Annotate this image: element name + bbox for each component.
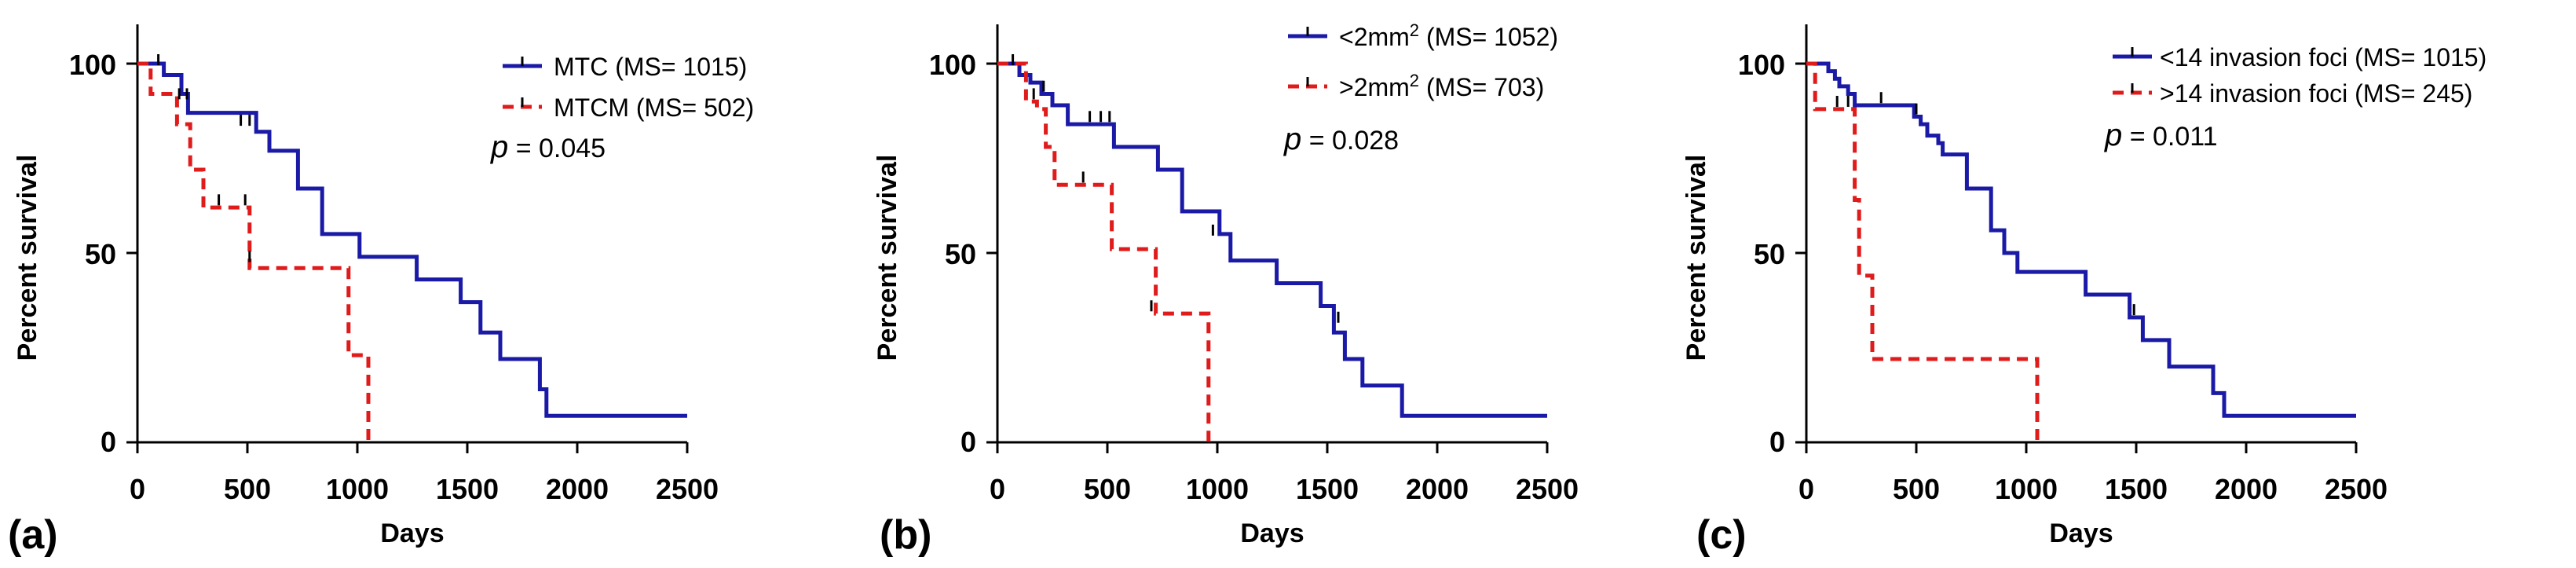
p-value: p = 0.045 xyxy=(490,130,606,164)
survival-curve-blue xyxy=(997,61,1547,418)
legend-entry: MTC (MS= 1015) xyxy=(554,53,747,81)
p-value: p = 0.011 xyxy=(2104,118,2218,152)
panel-c: Percent survival Days (c) 0 50 100 0 500… xyxy=(1681,24,2486,558)
x-tick-label: 1000 xyxy=(326,473,389,505)
legend-entry: <2mm2 (MS= 1052) xyxy=(1339,20,1558,51)
legend: MTC (MS= 1015) MTCM (MS= 502) xyxy=(503,53,754,122)
x-tick-label: 2500 xyxy=(1516,473,1579,505)
y-tick-label: 50 xyxy=(85,238,116,270)
x-axis-label: Days xyxy=(1240,519,1304,548)
x-tick-label: 1500 xyxy=(2105,473,2168,505)
legend-entry: >2mm2 (MS= 703) xyxy=(1339,71,1544,101)
x-tick-label: 1500 xyxy=(1296,473,1359,505)
survival-curve-red xyxy=(997,61,1211,442)
panel-label: (c) xyxy=(1696,512,1747,558)
y-tick-label: 100 xyxy=(69,49,116,81)
x-axis-label: Days xyxy=(380,519,444,548)
x-tick-label: 0 xyxy=(1798,473,1814,505)
survival-curve-blue xyxy=(1806,61,2356,418)
legend-entry: MTCM (MS= 502) xyxy=(554,93,754,122)
x-tick-label: 1000 xyxy=(1186,473,1249,505)
x-tick-label: 500 xyxy=(1084,473,1131,505)
survival-curve-red xyxy=(1806,61,2040,442)
legend-entry: <14 invasion foci (MS= 1015) xyxy=(2160,43,2486,71)
x-tick-label: 500 xyxy=(1893,473,1940,505)
panel-label: (a) xyxy=(8,512,58,558)
y-tick-label: 100 xyxy=(1738,49,1785,81)
y-tick-label: 100 xyxy=(929,49,976,81)
x-tick-label: 2500 xyxy=(656,473,719,505)
survival-curve-red xyxy=(137,61,371,442)
panel-a: Percent survival Days (a) 0 50 100 0 500… xyxy=(8,24,754,558)
panel-b: Percent survival Days (b) 0 50 100 0 500… xyxy=(873,20,1579,558)
x-tick-label: 1500 xyxy=(436,473,499,505)
y-tick-label: 0 xyxy=(961,426,976,458)
x-axis-label: Days xyxy=(2049,519,2113,548)
x-tick-label: 0 xyxy=(990,473,1005,505)
panel-label: (b) xyxy=(880,512,931,558)
legend: <2mm2 (MS= 1052) >2mm2 (MS= 703) xyxy=(1288,20,1558,101)
axes xyxy=(126,24,689,453)
axes xyxy=(1795,24,2358,453)
legend-entry: >14 invasion foci (MS= 245) xyxy=(2160,79,2472,108)
x-tick-label: 2000 xyxy=(2215,473,2278,505)
legend: <14 invasion foci (MS= 1015) >14 invasio… xyxy=(2113,43,2486,108)
y-tick-label: 50 xyxy=(945,238,976,270)
x-tick-label: 500 xyxy=(224,473,271,505)
x-tick-label: 2500 xyxy=(2325,473,2388,505)
y-tick-label: 0 xyxy=(101,426,116,458)
x-tick-label: 1000 xyxy=(1995,473,2058,505)
y-axis-label: Percent survival xyxy=(13,155,42,361)
x-tick-label: 0 xyxy=(130,473,145,505)
axes xyxy=(986,24,1549,453)
y-axis-label: Percent survival xyxy=(1681,155,1711,361)
x-tick-label: 2000 xyxy=(546,473,609,505)
p-value: p = 0.028 xyxy=(1283,122,1399,156)
y-tick-label: 0 xyxy=(1769,426,1785,458)
y-tick-label: 50 xyxy=(1754,238,1785,270)
x-tick-label: 2000 xyxy=(1406,473,1469,505)
y-axis-label: Percent survival xyxy=(873,155,902,361)
